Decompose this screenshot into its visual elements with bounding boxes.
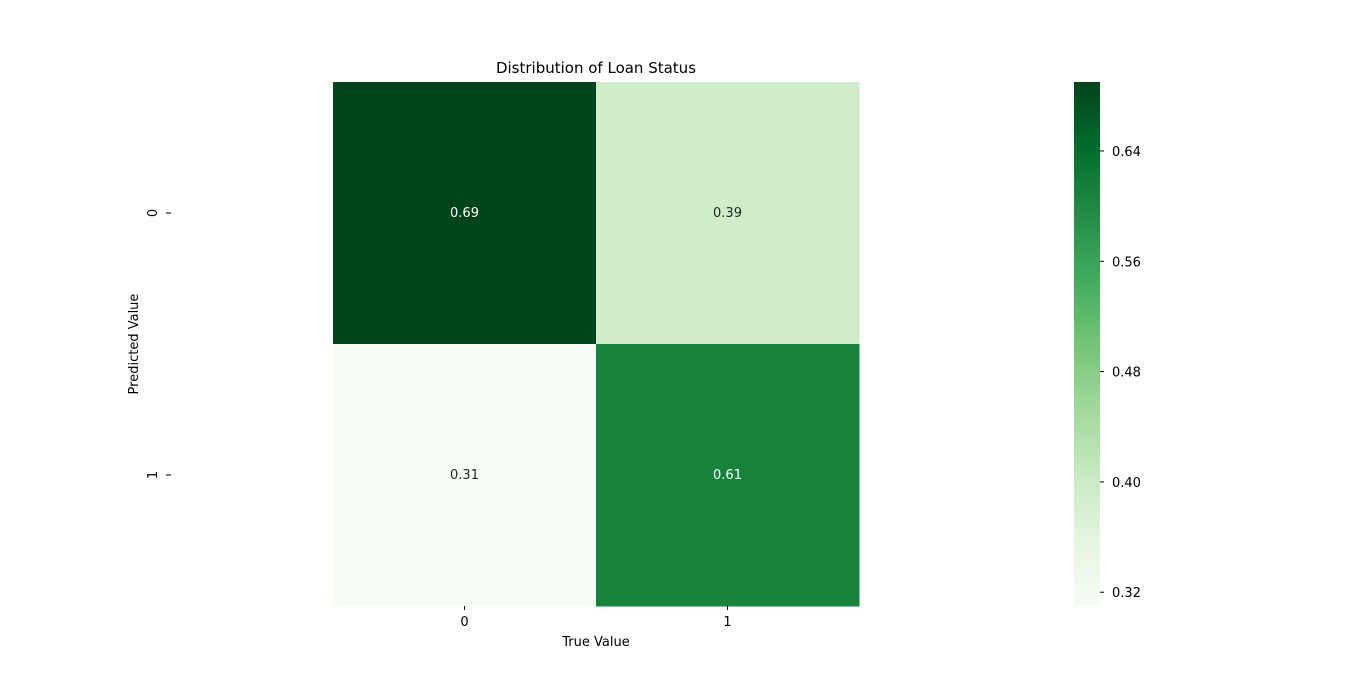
cell-annotation: 0.69 <box>450 206 479 221</box>
cell-annotation: 0.61 <box>713 468 742 483</box>
colorbar-tick-label: 0.40 <box>1112 476 1141 491</box>
colorbar <box>1074 82 1100 606</box>
cell-annotation: 0.31 <box>450 468 479 483</box>
colorbar-tick-label: 0.64 <box>1112 145 1141 160</box>
heatmap-cells <box>333 82 860 607</box>
cell-annotation: 0.39 <box>713 206 742 221</box>
colorbar-tick-label: 0.32 <box>1112 586 1141 601</box>
heatmap-cell <box>333 82 597 345</box>
heatmap-cell <box>333 344 597 607</box>
colorbar-tick-label: 0.48 <box>1112 366 1141 381</box>
cell-annotations: 0.69 0.39 0.31 0.61 <box>450 206 742 483</box>
y-axis-label: Predicted Value <box>127 294 142 395</box>
heatmap-cell <box>596 344 860 607</box>
x-axis-label: True Value <box>561 635 629 650</box>
x-tick-label: 0 <box>460 615 468 630</box>
y-tick-label: 1 <box>146 471 161 479</box>
x-tick-label: 1 <box>723 615 731 630</box>
y-tick-label: 0 <box>146 209 161 217</box>
y-ticks: 01 <box>146 209 171 479</box>
chart-title: Distribution of Loan Status <box>496 59 696 77</box>
colorbar-ticks: 0.32 0.40 0.48 0.56 0.64 <box>1100 145 1141 601</box>
colorbar-tick-label: 0.56 <box>1112 255 1141 270</box>
heatmap-cell <box>596 82 860 345</box>
